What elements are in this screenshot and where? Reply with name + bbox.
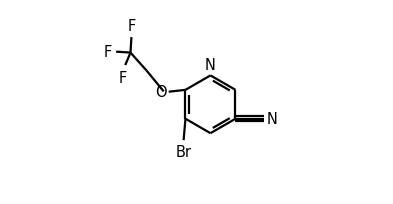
Text: O: O — [155, 85, 167, 100]
Text: N: N — [267, 112, 278, 127]
Text: F: F — [119, 71, 127, 85]
Text: F: F — [104, 45, 112, 60]
Text: F: F — [127, 19, 136, 34]
Text: N: N — [205, 58, 216, 73]
Text: Br: Br — [176, 144, 192, 159]
